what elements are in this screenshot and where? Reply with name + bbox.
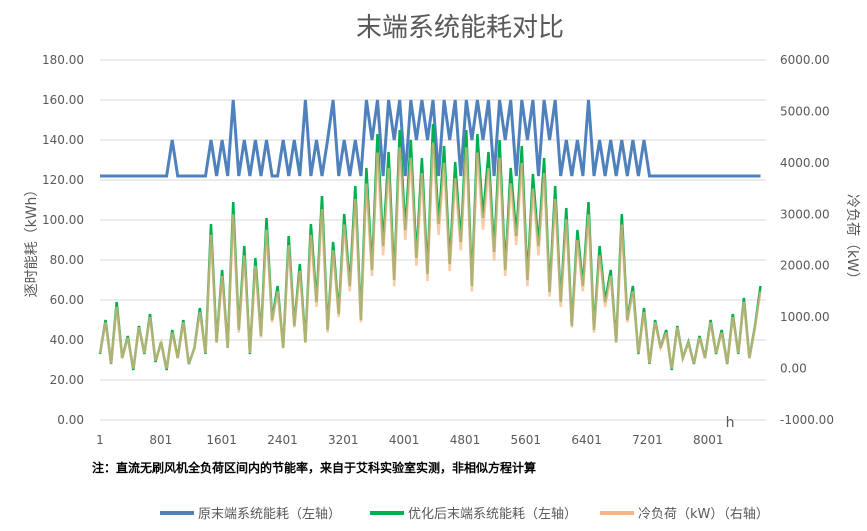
right-tick-label: 1000.00: [780, 310, 830, 324]
x-tick-label: 7201: [632, 433, 663, 447]
right-axis-ticks: -1000.00 0.00 1000.00 2000.00 3000.00 4000.00…: [780, 53, 834, 427]
left-tick-label: 40.00: [50, 333, 84, 347]
right-tick-label: 6000.00: [780, 53, 830, 67]
right-tick-label: 2000.00: [780, 259, 830, 273]
x-tick-label: 801: [149, 433, 172, 447]
x-tick-label: 3201: [328, 433, 359, 447]
x-tick-label: 4801: [450, 433, 481, 447]
left-tick-label: 180.00: [42, 53, 84, 67]
right-tick-label: 4000.00: [780, 156, 830, 170]
legend-label: 冷负荷（kW）（右轴）: [638, 507, 769, 522]
x-tick-label: 5601: [511, 433, 542, 447]
legend-label: 原末端系统能耗（左轴）: [198, 507, 341, 522]
left-axis-ticks: 0.00 20.00 40.00 60.00 80.00 100.00 120.00 140.…: [42, 53, 84, 427]
series-line-2: [98, 123, 762, 371]
left-tick-label: 120.00: [42, 173, 84, 187]
left-tick-label: 60.00: [50, 293, 84, 307]
x-axis-unit-label: h: [726, 415, 735, 431]
left-tick-label: 0.00: [57, 413, 84, 427]
left-tick-label: 100.00: [42, 213, 84, 227]
right-tick-label: 5000.00: [780, 104, 830, 118]
left-tick-label: 160.00: [42, 93, 84, 107]
series-line-1: [100, 99, 761, 178]
right-tick-label: -1000.00: [780, 413, 834, 427]
legend-label: 优化后末端系统能耗（左轴）: [408, 507, 577, 522]
x-tick-label: 8001: [693, 433, 724, 447]
legend: 原末端系统能耗（左轴） 优化后末端系统能耗（左轴） 冷负荷（kW）（右轴）: [160, 507, 769, 522]
x-tick-label: 2401: [267, 433, 298, 447]
right-tick-label: 0.00: [780, 362, 807, 376]
x-tick-label: 1601: [206, 433, 237, 447]
chart-title: 末端系统能耗对比: [356, 13, 564, 43]
series-group: [98, 99, 762, 371]
x-tick-label: 1: [96, 433, 104, 447]
left-tick-label: 140.00: [42, 133, 84, 147]
left-axis-label: 逐时能耗（kWh）: [24, 183, 40, 298]
right-tick-label: 3000.00: [780, 207, 830, 221]
x-tick-label: 4001: [389, 433, 420, 447]
x-tick-label: 6401: [571, 433, 602, 447]
series-line-3: [98, 142, 762, 369]
x-axis-ticks: 1 801 1601 2401 3201 4001 4801 5601 6401 7201 8001: [96, 433, 723, 447]
chart-note: 注：直流无刷风机全负荷区间内的节能率，来自于艾科实验室实测，非相似方程计算: [92, 460, 536, 475]
left-tick-label: 20.00: [50, 373, 84, 387]
right-axis-label: 冷负荷（kW）: [844, 194, 860, 286]
left-tick-label: 80.00: [50, 253, 84, 267]
